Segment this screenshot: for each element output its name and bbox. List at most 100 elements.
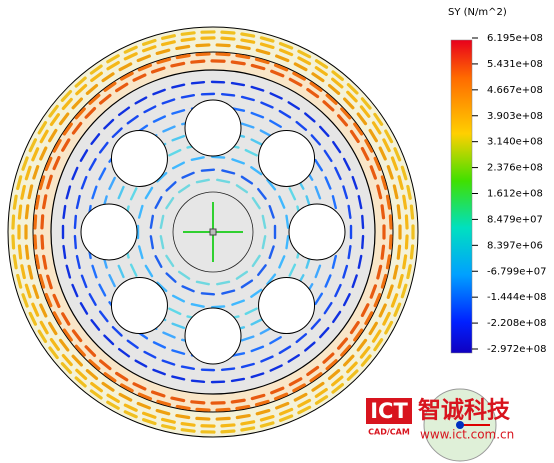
arrow (255, 408, 271, 416)
arrow (260, 355, 274, 363)
arrow (88, 158, 97, 171)
arrow (154, 255, 163, 268)
arrow (152, 341, 167, 349)
arrow (31, 302, 40, 317)
legend-label: 1.612e+08 (487, 189, 543, 200)
hole (258, 277, 316, 335)
arrow (126, 339, 139, 349)
arrow (259, 421, 275, 428)
arrow (111, 325, 123, 337)
arrow (353, 328, 364, 342)
arrow (393, 302, 402, 317)
arrow (388, 234, 393, 250)
arrow (210, 155, 226, 159)
arrow (314, 59, 329, 69)
arrow (378, 146, 387, 161)
arrow (220, 36, 236, 41)
arrow (136, 401, 151, 410)
arrow (165, 181, 177, 192)
arrow (400, 165, 408, 181)
arrow (156, 57, 172, 65)
arrow (159, 235, 165, 250)
arrow (285, 235, 290, 250)
arrow (171, 161, 186, 170)
arrow (117, 348, 131, 358)
arrow (337, 337, 349, 350)
arrow (129, 263, 138, 277)
arrow (402, 194, 408, 210)
arrow (33, 214, 38, 230)
hole (110, 129, 168, 187)
arrow (75, 194, 81, 210)
arrow (62, 244, 67, 260)
arrow (368, 321, 378, 336)
arrow (292, 71, 306, 81)
arrow (343, 354, 355, 367)
arrow (108, 273, 116, 288)
arrow (306, 87, 320, 99)
arrow (278, 48, 294, 57)
arrow (235, 404, 251, 411)
arrow (42, 194, 48, 210)
arrow (215, 52, 231, 57)
arrow (270, 69, 285, 78)
arrow (351, 274, 358, 289)
arrow (27, 264, 34, 280)
arrow (73, 214, 78, 230)
arrow (373, 292, 382, 308)
arrow (331, 70, 344, 81)
arrow (251, 254, 261, 268)
arrow (273, 392, 289, 401)
arrow (161, 359, 176, 366)
arrow (200, 168, 216, 172)
arrow (60, 89, 73, 102)
arrow (235, 184, 249, 194)
arrow (306, 365, 320, 377)
arrow (103, 118, 115, 130)
arrow (144, 186, 154, 200)
arrow (404, 234, 409, 250)
arrow (240, 32, 256, 38)
arrow (250, 166, 263, 176)
arrow (346, 90, 358, 103)
arrow (347, 204, 352, 220)
arrow (17, 244, 23, 260)
arrow (62, 122, 73, 136)
hole (110, 277, 168, 335)
arrow (322, 352, 335, 364)
arrow (380, 244, 386, 260)
logo-box (366, 398, 412, 424)
arrow (159, 214, 165, 229)
arrow (382, 311, 391, 326)
arrow (65, 185, 72, 200)
arrow (378, 303, 387, 318)
arrow (323, 149, 333, 163)
arrow (123, 45, 138, 54)
arrow (154, 196, 163, 209)
arrow (141, 45, 157, 53)
arrow (235, 270, 249, 280)
arrow (380, 273, 388, 289)
arrow (406, 264, 412, 280)
arrow (27, 184, 34, 200)
arrow (351, 175, 358, 190)
arrow (180, 365, 196, 370)
arrow (62, 204, 67, 220)
hole (80, 203, 138, 261)
arrow (152, 115, 167, 123)
arrow (380, 204, 386, 220)
arrow (288, 187, 297, 201)
arrow (342, 157, 351, 171)
arrow (390, 293, 399, 308)
hub (172, 191, 254, 273)
arrow (360, 97, 372, 110)
hole (184, 99, 242, 157)
arrow (156, 399, 172, 407)
arrow (266, 178, 277, 191)
arrow (235, 413, 251, 420)
arrow (254, 57, 270, 65)
arrow (353, 122, 364, 136)
arrow (137, 204, 144, 219)
arrow (61, 97, 73, 111)
arrow (75, 254, 81, 270)
